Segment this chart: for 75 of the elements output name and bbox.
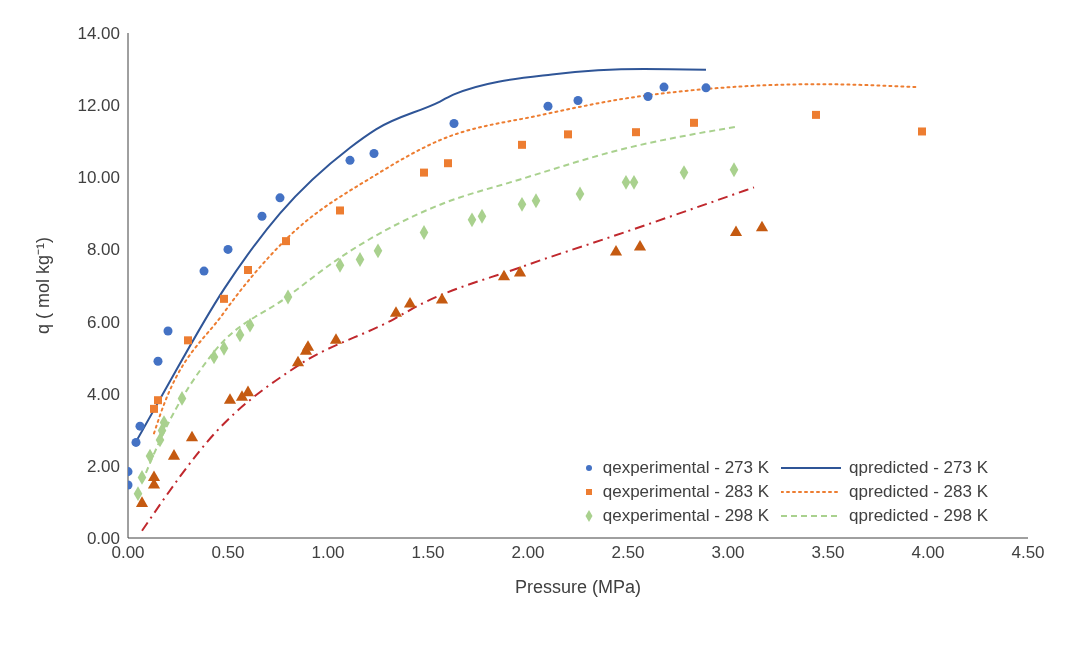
- point: [573, 95, 583, 105]
- point: [345, 155, 355, 165]
- point: [444, 159, 452, 168]
- x-tick-label: 3.00: [711, 543, 745, 563]
- point: [497, 269, 511, 281]
- point: [135, 421, 145, 431]
- x-tick-label: 1.00: [311, 543, 345, 563]
- y-tick-label: 6.00: [86, 312, 120, 332]
- point: [147, 470, 161, 481]
- point: [659, 82, 669, 92]
- legend-label: qpredicted - 298 K: [849, 506, 988, 526]
- point: [918, 127, 926, 136]
- x-tick-label: 4.50: [1011, 543, 1045, 563]
- point: [220, 294, 228, 303]
- point: [244, 265, 252, 274]
- point: [643, 91, 653, 101]
- point: [167, 449, 181, 460]
- point: [336, 206, 344, 215]
- legend-label: qpredicted - 283 K: [849, 482, 988, 502]
- point: [282, 237, 290, 246]
- y-tick-label: 10.00: [77, 168, 120, 188]
- point: [435, 292, 449, 304]
- x-tick-label: 1.50: [411, 543, 445, 563]
- point: [633, 239, 647, 251]
- point: [199, 266, 209, 276]
- line-series: [141, 186, 755, 532]
- x-tick-label: 4.00: [911, 543, 945, 563]
- point: [163, 326, 173, 336]
- x-axis-title: Pressure (MPa): [514, 577, 642, 597]
- point: [812, 110, 820, 119]
- x-tick-label: 2.50: [611, 543, 645, 563]
- point: [223, 244, 233, 254]
- point: [329, 333, 343, 344]
- point: [449, 119, 459, 129]
- y-tick-label: 2.00: [86, 456, 120, 476]
- point: [609, 244, 623, 256]
- legend-label: qexperimental - 273 K: [602, 458, 770, 478]
- point: [131, 437, 141, 447]
- point: [185, 430, 199, 442]
- legend-label: qexperimental - 298 K: [602, 506, 770, 526]
- point: [241, 385, 255, 397]
- y-tick-label: 12.00: [77, 96, 120, 116]
- point: [275, 193, 285, 203]
- point: [513, 265, 527, 277]
- point: [135, 496, 149, 507]
- point: [389, 306, 403, 317]
- point: [153, 356, 163, 366]
- point: [403, 296, 417, 308]
- point: [301, 340, 315, 351]
- point: [291, 355, 305, 367]
- point: [755, 220, 769, 232]
- x-tick-label: 3.50: [811, 543, 845, 563]
- point: [701, 83, 711, 93]
- point: [223, 393, 237, 404]
- y-tick-label: 8.00: [86, 240, 120, 260]
- x-tick-label: 2.00: [511, 543, 545, 563]
- point: [150, 404, 158, 413]
- point: [690, 118, 698, 127]
- legend-label: qexperimental - 283 K: [602, 482, 770, 502]
- point: [632, 128, 640, 137]
- y-tick-label: 4.00: [86, 384, 120, 404]
- y-axis-title: q ( mol kg⁻¹): [33, 236, 54, 335]
- point: [518, 140, 526, 149]
- point: [564, 130, 572, 139]
- point: [369, 148, 379, 158]
- legend-label: qpredicted - 273 K: [849, 458, 988, 478]
- y-tick-label: 14.00: [77, 24, 120, 44]
- point: [235, 390, 249, 401]
- point: [420, 168, 428, 177]
- point: [154, 396, 162, 405]
- point: [184, 336, 192, 345]
- x-tick-label: 0.50: [211, 543, 245, 563]
- point: [729, 225, 743, 236]
- point: [257, 211, 267, 221]
- point: [543, 101, 553, 111]
